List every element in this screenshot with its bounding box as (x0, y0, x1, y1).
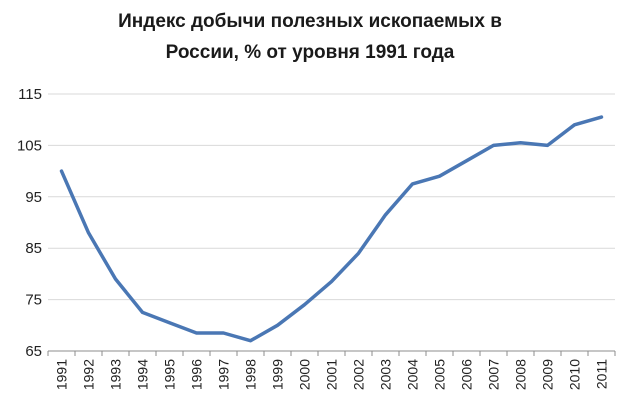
chart-title-line-2: России, % от уровня 1991 года (165, 42, 455, 63)
x-tick-label: 2000 (297, 359, 313, 390)
x-tick-label: 2010 (567, 359, 583, 390)
chart-title-line-1: Индекс добычи полезных ископаемых в (118, 11, 502, 32)
y-tick-labels: 65 75 85 95 105 115 (17, 86, 42, 360)
x-tick-labels: 1991 1992 1993 1994 1995 1996 1997 1998 1999 2000… (54, 359, 610, 390)
data-point-2008 (519, 141, 522, 145)
data-point-2006 (465, 159, 468, 163)
data-point-2007 (492, 144, 495, 147)
y-tick-label: 105 (17, 137, 42, 154)
data-point-2005 (438, 175, 441, 178)
data-point-2001 (330, 280, 333, 283)
x-tick-label: 1999 (270, 359, 286, 390)
x-tick-label: 2008 (513, 359, 529, 390)
data-point-2000 (303, 303, 306, 306)
data-point-2011 (600, 115, 603, 119)
x-tick-label: 2004 (405, 359, 421, 390)
data-point-2002 (357, 252, 360, 255)
x-tick-label: 2007 (486, 359, 502, 390)
data-point-1999 (276, 324, 279, 327)
data-point-1996 (195, 331, 198, 335)
y-tick-label: 115 (18, 86, 42, 103)
y-tick-label: 85 (25, 240, 42, 257)
data-point-2010 (573, 123, 576, 127)
data-point-1998 (249, 339, 252, 342)
data-point-2004 (411, 182, 414, 186)
x-tick-label: 2005 (432, 359, 448, 390)
x-tick-label: 2002 (351, 359, 367, 390)
data-point-2009 (546, 144, 549, 147)
data-point-1993 (114, 277, 117, 281)
data-point-1995 (168, 321, 171, 324)
y-tick-label: 75 (25, 292, 42, 309)
x-tick-label: 1995 (162, 359, 178, 390)
data-point-1991 (60, 169, 63, 173)
data-point-1994 (141, 311, 144, 314)
data-point-1992 (87, 231, 90, 234)
x-tick-label: 1992 (81, 359, 97, 390)
gridlines (48, 93, 615, 301)
x-tick-label: 1996 (189, 359, 205, 390)
x-tick-label: 2003 (378, 359, 394, 390)
x-tick-label: 1994 (135, 359, 151, 390)
axes (47, 350, 616, 356)
y-tick-label: 65 (25, 343, 42, 360)
x-tick-label: 2011 (594, 359, 610, 389)
x-tick-label: 1993 (108, 359, 124, 390)
x-tick-label: 1998 (243, 359, 259, 390)
x-tick-label: 2009 (540, 359, 556, 390)
chart-title: Индекс добычи полезных ископаемых в Росс… (0, 6, 620, 68)
series-line (59, 115, 604, 343)
y-tick-label: 95 (25, 189, 42, 206)
data-point-2003 (384, 213, 387, 216)
data-point-1997 (222, 331, 225, 335)
x-tick-label: 2006 (459, 359, 475, 390)
x-tick-label: 1991 (54, 359, 70, 390)
x-tick-label: 1997 (216, 359, 232, 390)
x-tick-label: 2001 (324, 359, 340, 390)
series-layer (59, 115, 604, 343)
